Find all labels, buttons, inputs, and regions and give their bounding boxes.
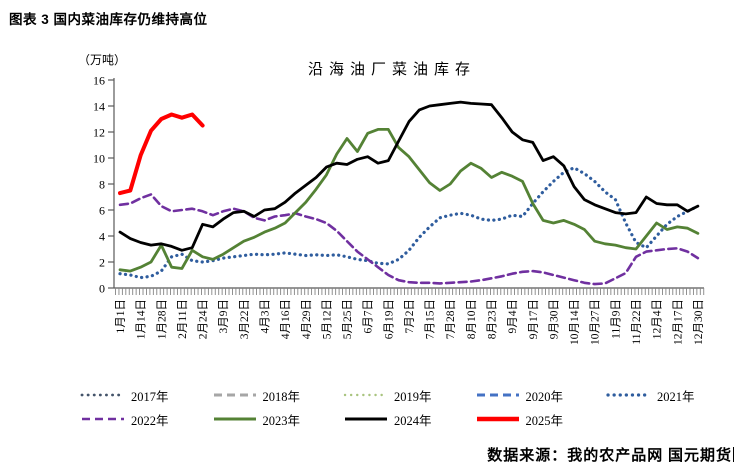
x-tick-label: 2月11日 [177,299,189,339]
legend-marker-2019年 [343,393,389,397]
series-lines [118,100,700,286]
legend-item-2020年: 2020年 [475,386,607,405]
legend-label: 2019年 [394,389,432,404]
x-tick-label: 4月16日 [280,299,292,339]
x-tick-label: 2月24日 [198,299,210,339]
inventory-line-chart: 沿海油厂菜油库存 （万吨） 0 2 4 6 8 10 12 14 16 1月1日 1月14日 1月28… [78,53,705,346]
text-cursor [733,447,734,462]
legend-item-2024年: 2024年 [343,410,475,429]
legend-marker-2017年 [80,393,126,397]
data-source-text: 数据来源：我的农产品网 国元期货 [487,448,732,464]
legend-label: 2023年 [262,413,301,428]
legend-marker-2022年 [82,417,124,421]
legend-item-2019年: 2019年 [343,386,475,405]
legend-marker-2020年 [476,393,519,397]
x-tick-label: 1月28日 [156,299,168,339]
legend-item-2021年: 2021年 [606,386,738,405]
legend-item-2018年: 2018年 [212,386,344,405]
chart-legend: 2017年 2018年 2019年 2020年 2021年 2022年 2023年 2024… [80,383,720,431]
y-tick-label: 8 [99,178,105,192]
x-tick-label: 9月30日 [548,299,560,339]
x-tick-label: 12月4日 [652,299,664,339]
series-line-2023年 [118,128,700,273]
x-tick-label: 8月23日 [487,299,499,339]
series-line-2021年 [118,166,700,280]
x-tick-label: 5月25日 [342,299,354,339]
x-tick-label: 12月30日 [693,299,705,345]
x-tick-label: 9月17日 [528,299,540,339]
legend-item-2017年: 2017年 [80,386,212,405]
x-tick-label: 1月14日 [136,299,148,339]
y-tick-label: 12 [93,126,105,140]
legend-row-2: 2022年 2023年 2024年 2025年 [80,407,720,431]
chart-area: 沿海油厂菜油库存 （万吨） 0 2 4 6 8 10 12 14 16 1月1日 1月14日 1月28… [0,36,739,382]
legend-marker-2018年 [213,393,256,397]
y-tick-label: 16 [93,74,105,88]
figure-title: 图表 3 国内菜油库存仍维持高位 [9,12,208,27]
x-tick-label: 6月19日 [383,299,395,339]
series-line-2025年 [118,112,205,196]
legend-row-1: 2017年 2018年 2019年 2020年 2021年 [80,383,720,407]
axes [108,78,705,295]
legend-item-2023年: 2023年 [212,410,344,429]
chart-title: 沿海油厂菜油库存 [308,61,476,78]
legend-label: 2018年 [262,389,301,404]
y-tick-label: 10 [93,152,105,166]
x-tick-label: 5月12日 [321,299,333,339]
y-tick-label: 4 [99,230,105,244]
x-tick-label: 6月7日 [363,299,375,334]
legend-item-2025年: 2025年 [475,410,607,429]
y-tick-label: 6 [99,204,105,218]
x-tick-label: 10月14日 [569,299,581,345]
x-tick-label: 10月27日 [590,299,602,345]
y-tick-label: 14 [93,100,105,114]
legend-label: 2025年 [525,413,564,428]
y-tick-label: 2 [99,256,105,270]
legend-item-2022年: 2022年 [80,410,212,429]
x-tick-label: 11月9日 [610,299,622,339]
x-tick-label: 11月22日 [631,299,643,345]
y-axis-unit-label: （万吨） [78,53,126,67]
legend-marker-2025年 [476,416,519,422]
y-tick-label: 0 [99,282,105,296]
legend-marker-2021年 [606,393,652,397]
data-source: 数据来源：我的农产品网 国元期货 [487,444,734,465]
series-line-2024年 [118,100,700,252]
x-tick-label: 4月3日 [259,299,271,334]
x-tick-label: 7月2日 [404,299,416,334]
x-tick-label: 3月9日 [218,299,230,334]
x-tick-label: 9月4日 [507,299,519,334]
legend-marker-2023年 [213,417,256,421]
legend-label: 2022年 [131,413,169,428]
axis-labels: 0 2 4 6 8 10 12 14 16 1月1日 1月14日 1月28日 2月11日 2月24日 3月9… [93,74,705,346]
x-tick-label: 3月22日 [239,299,251,339]
x-tick-label: 7月15日 [425,299,437,339]
legend-marker-2024年 [345,417,387,421]
series-line-2022年 [118,193,700,286]
x-tick-label: 8月10日 [466,299,478,339]
legend-label: 2017年 [131,389,169,404]
legend-label: 2024年 [394,413,432,428]
x-tick-label: 1月1日 [115,299,127,334]
x-tick-label: 12月17日 [672,299,684,345]
x-tick-label: 7月28日 [445,299,457,339]
legend-label: 2021年 [657,389,695,404]
x-tick-label: 4月29日 [301,299,313,339]
legend-label: 2020年 [525,389,564,404]
